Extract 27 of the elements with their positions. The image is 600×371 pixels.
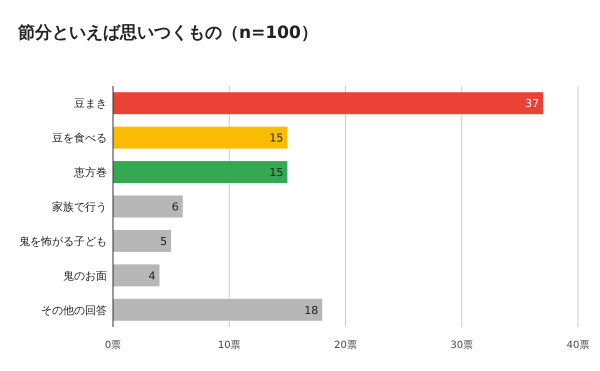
bar — [113, 264, 160, 286]
x-tick-label: 10票 — [218, 340, 241, 351]
chart-title: 節分といえば思いつくもの（n=100） — [17, 23, 318, 43]
y-tick-label: 鬼を怖がる子ども — [19, 234, 107, 248]
x-tick-label: 0票 — [104, 340, 122, 351]
data-label: 37 — [525, 97, 540, 110]
x-tick-label: 40票 — [566, 340, 590, 351]
data-label: 4 — [148, 269, 156, 282]
bar — [113, 92, 544, 114]
data-label: 6 — [172, 200, 179, 214]
y-tick-label: 豆まき — [74, 97, 107, 110]
bar — [113, 196, 183, 218]
y-tick-label: 恵方巻 — [73, 166, 107, 180]
y-tick-label: その他の回答 — [41, 304, 107, 317]
bar — [113, 126, 288, 149]
x-tick-label: 30票 — [450, 340, 474, 351]
data-label: 18 — [304, 304, 318, 317]
bar — [113, 298, 322, 321]
y-tick-label: 豆を食べる — [52, 132, 107, 145]
data-label: 15 — [269, 132, 284, 145]
y-tick-label: 家族で行う — [52, 200, 107, 214]
bar — [113, 161, 288, 184]
x-tick-label: 20票 — [334, 340, 357, 351]
bar — [113, 230, 172, 252]
data-label: 15 — [269, 166, 284, 180]
y-tick-label: 鬼のお面 — [63, 269, 107, 282]
data-label: 5 — [160, 234, 168, 248]
